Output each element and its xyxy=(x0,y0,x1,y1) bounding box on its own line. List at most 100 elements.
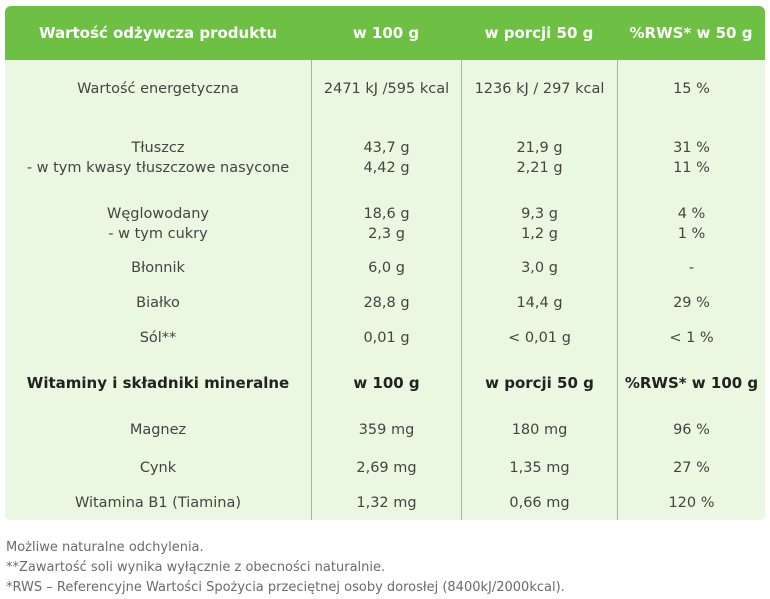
cell-line: 2,3 g xyxy=(368,226,405,242)
table-row: Witamina B1 (Tiamina) 1,32 mg 0,66 mg 120 % xyxy=(5,485,765,520)
cell-rws: 15 % xyxy=(617,60,765,118)
table-row: Białko 28,8 g 14,4 g 29 % xyxy=(5,285,765,320)
cell-v100: 0,01 g xyxy=(311,320,461,355)
cell-line: 4,42 g xyxy=(363,160,410,176)
cell-line: Cynk xyxy=(139,459,177,476)
cell-line: Błonnik xyxy=(131,259,185,276)
header-cell: %RWS* w 50 g xyxy=(617,6,765,60)
cell-line: 4 % xyxy=(677,206,706,222)
cell-v100: 2471 kJ /595 kcal xyxy=(311,60,461,118)
cell-line: 9,3 g xyxy=(521,206,558,222)
header-cell: Wartość odżywcza produktu xyxy=(5,6,311,60)
footnote: **Zawartość soli wynika wyłącznie z obec… xyxy=(6,560,386,575)
cell-v50: < 0,01 g xyxy=(461,320,617,355)
cell-line: - xyxy=(688,259,695,276)
cell-line: 43,7 g xyxy=(363,140,410,156)
table-row: Węglowodany - w tym cukry 18,6 g 2,3 g 9,3 g… xyxy=(5,198,765,250)
cell-line: - w tym cukry xyxy=(108,226,208,242)
header-cell: Witaminy i składniki mineralne xyxy=(5,355,311,410)
cell-line: Magnez xyxy=(129,422,187,438)
cell-v50: 0,66 mg xyxy=(461,485,617,520)
cell-rws: - xyxy=(617,250,765,285)
cell-line: 18,6 g xyxy=(363,206,410,222)
cell-line: 3,0 g xyxy=(521,259,558,276)
table-row: Wartość energetyczna 2471 kJ /595 kcal 123… xyxy=(5,60,765,118)
header-cell: w porcji 50 g xyxy=(461,6,617,60)
cell-v100: 1,32 mg xyxy=(311,485,461,520)
table-row: Cynk 2,69 mg 1,35 mg 27 % xyxy=(5,450,765,485)
cell-line: 0,01 g xyxy=(363,329,410,346)
cell-line: 120 % xyxy=(668,494,715,511)
cell-line: Witamina B1 (Tiamina) xyxy=(74,494,242,511)
cell-rws: 29 % xyxy=(617,285,765,320)
cell-v100: 6,0 g xyxy=(311,250,461,285)
cell-v100: 18,6 g 2,3 g xyxy=(311,198,461,250)
cell-line: Wartość energetyczna xyxy=(77,81,239,97)
footnote: *RWS – Referencyjne Wartości Spożycia pr… xyxy=(6,580,565,595)
cell-line: 0,66 mg xyxy=(509,494,570,511)
cell-name: Sól** xyxy=(5,320,311,355)
header-cell: w 100 g xyxy=(311,6,461,60)
cell-name: Węglowodany - w tym cukry xyxy=(5,198,311,250)
cell-rws: 96 % xyxy=(617,410,765,450)
cell-name: Magnez xyxy=(5,410,311,450)
cell-rws: 4 % 1 % xyxy=(617,198,765,250)
cell-name: Wartość energetyczna xyxy=(5,60,311,118)
cell-line: Węglowodany xyxy=(107,206,209,222)
header-cell: %RWS* w 100 g xyxy=(617,355,765,410)
header-cell: w 100 g xyxy=(311,355,461,410)
cell-line: 31 % xyxy=(673,140,710,156)
cell-line: 11 % xyxy=(673,160,710,176)
cell-name: Błonnik xyxy=(5,250,311,285)
cell-line: 180 mg xyxy=(511,422,568,438)
cell-v50: 1236 kJ / 297 kcal xyxy=(461,60,617,118)
cell-line: 28,8 g xyxy=(363,294,410,311)
cell-line: 27 % xyxy=(673,459,710,476)
cell-line: 1 % xyxy=(677,226,706,242)
cell-v100: 43,7 g 4,42 g xyxy=(311,118,461,198)
cell-line: < 1 % xyxy=(669,329,714,346)
cell-line: 2471 kJ /595 kcal xyxy=(323,81,450,97)
cell-v50: 14,4 g xyxy=(461,285,617,320)
cell-line: 1,35 mg xyxy=(509,459,570,476)
cell-line: 1,2 g xyxy=(521,226,558,242)
cell-line: < 0,01 g xyxy=(508,329,571,346)
cell-rws: < 1 % xyxy=(617,320,765,355)
cell-v100: 28,8 g xyxy=(311,285,461,320)
cell-v50: 3,0 g xyxy=(461,250,617,285)
cell-name: Cynk xyxy=(5,450,311,485)
table-row: Magnez 359 mg 180 mg 96 % xyxy=(5,410,765,450)
cell-line: 2,69 mg xyxy=(356,459,417,476)
header-cell: w porcji 50 g xyxy=(461,355,617,410)
cell-line: Sól** xyxy=(139,329,177,346)
table-row: Sól** 0,01 g < 0,01 g < 1 % xyxy=(5,320,765,355)
cell-v50: 9,3 g 1,2 g xyxy=(461,198,617,250)
cell-v50: 21,9 g 2,21 g xyxy=(461,118,617,198)
cell-line: 96 % xyxy=(673,422,710,438)
cell-line: 1236 kJ / 297 kcal xyxy=(474,81,605,97)
cell-line: 21,9 g xyxy=(516,140,563,156)
cell-line: 2,21 g xyxy=(516,160,563,176)
cell-rws: 27 % xyxy=(617,450,765,485)
cell-name: Białko xyxy=(5,285,311,320)
cell-line: 29 % xyxy=(673,294,710,311)
cell-line: 14,4 g xyxy=(516,294,563,311)
footnotes: Możliwe naturalne odchylenia. **Zawartoś… xyxy=(6,538,565,598)
cell-line: 1,32 mg xyxy=(356,494,417,511)
footnote: Możliwe naturalne odchylenia. xyxy=(6,540,204,555)
cell-line: Tłuszcz xyxy=(131,140,185,156)
cell-rws: 120 % xyxy=(617,485,765,520)
cell-v100: 2,69 mg xyxy=(311,450,461,485)
cell-v100: 359 mg xyxy=(311,410,461,450)
cell-v50: 1,35 mg xyxy=(461,450,617,485)
cell-name: Witamina B1 (Tiamina) xyxy=(5,485,311,520)
cell-line: Białko xyxy=(136,294,180,311)
cell-line: - w tym kwasy tłuszczowe nasycone xyxy=(26,160,290,176)
table-row: Tłuszcz - w tym kwasy tłuszczowe nasycone… xyxy=(5,118,765,198)
cell-line: 359 mg xyxy=(358,422,415,438)
table-row: Błonnik 6,0 g 3,0 g - xyxy=(5,250,765,285)
cell-name: Tłuszcz - w tym kwasy tłuszczowe nasycone xyxy=(5,118,311,198)
